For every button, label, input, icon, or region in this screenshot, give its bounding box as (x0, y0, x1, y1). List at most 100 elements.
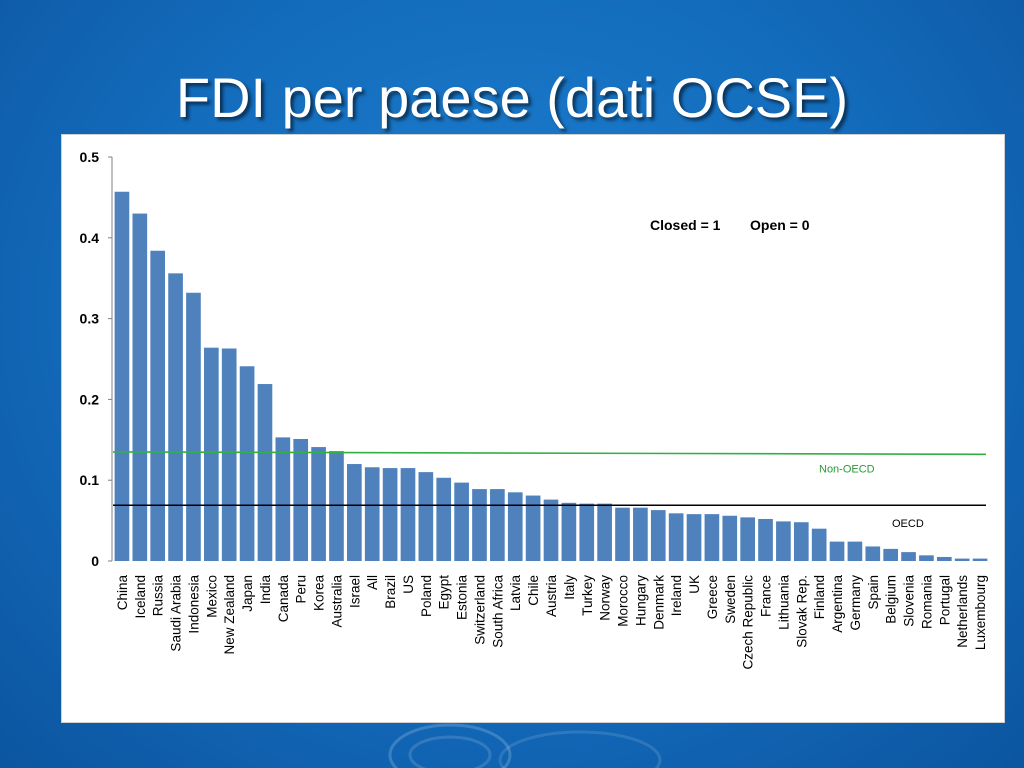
bar-lithuania (776, 521, 791, 561)
bar-japan (239, 366, 255, 561)
bar-korea (311, 447, 326, 561)
non-oecd-line (112, 451, 987, 456)
y-tick-label: 0.3 (80, 311, 100, 327)
y-tick-label: 0.1 (80, 472, 100, 488)
x-tick-label: Egypt (437, 575, 452, 610)
bar-hungary (633, 507, 648, 561)
x-tick-label: Indonesia (186, 575, 201, 634)
bar-south-africa (490, 489, 505, 561)
bar-canada (275, 437, 291, 561)
fdi-bar-chart: 0 0.1 0.2 0.3 0.4 0.5 Non-OECD OECD China Icela… (80, 149, 989, 670)
x-tick-label: Netherlands (955, 575, 970, 648)
bar-switzerland (472, 489, 487, 561)
bar-romania (919, 555, 934, 561)
bar-czech-republic (740, 517, 755, 561)
bar-all (364, 467, 380, 561)
bars (114, 191, 988, 562)
bar-greece (704, 514, 720, 561)
background-swirl-decoration (388, 723, 662, 768)
x-tick-label: Switzerland (472, 575, 487, 645)
x-tick-label: US (401, 575, 416, 594)
x-tick-label: New Zealand (222, 575, 237, 655)
bar-estonia (454, 482, 469, 561)
x-tick-label: Finland (812, 575, 827, 619)
bar-slovenia (901, 552, 916, 561)
bar-sweden (722, 515, 738, 561)
non-oecd-label: Non-OECD (819, 463, 875, 475)
bar-germany (847, 541, 863, 561)
x-tick-label: Iceland (133, 575, 148, 619)
x-tick-label: Ireland (669, 575, 684, 616)
x-tick-label: Australia (329, 575, 344, 628)
annotation-closed: Closed = 1 (650, 217, 721, 233)
bar-slovak-rep (793, 522, 809, 561)
x-tick-label: Slovenia (902, 575, 917, 627)
bar-morocco (615, 507, 630, 561)
y-tick-label: 0.2 (80, 391, 100, 407)
x-tick-label: India (258, 575, 273, 605)
x-tick-label: Luxembourg (973, 575, 988, 650)
bar-new-zealand (221, 348, 237, 561)
x-tick-label: Poland (419, 575, 434, 617)
x-tick-label: Saudi Arabia (169, 575, 184, 652)
x-tick-label: Greece (705, 575, 720, 619)
x-tick-label: Austria (544, 575, 559, 618)
bar-chile (525, 495, 541, 561)
bar-france (758, 518, 773, 561)
y-tick-label: 0 (91, 553, 99, 569)
x-tick-label: Czech Republic (741, 575, 756, 670)
bar-indonesia (186, 292, 201, 561)
x-tick-label: All (365, 575, 380, 590)
x-tick-label: Israel (347, 575, 362, 608)
x-tick-label: Latvia (508, 575, 523, 612)
bar-latvia (507, 492, 523, 561)
annotation-open: Open = 0 (750, 217, 810, 233)
x-tick-label: Germany (848, 575, 863, 631)
oecd-label: OECD (892, 518, 924, 530)
y-tick-label: 0.5 (80, 149, 100, 165)
bar-china (114, 191, 130, 562)
x-tick-label: Portugal (937, 575, 952, 625)
reference-lines: Non-OECD OECD (112, 451, 987, 530)
x-tick-label: Canada (276, 575, 291, 623)
bar-portugal (936, 556, 952, 561)
bar-finland (811, 528, 827, 561)
x-tick-label: Mexico (204, 575, 219, 618)
bar-luxembourg (972, 558, 988, 561)
x-tick-label: Denmark (651, 575, 666, 630)
x-tick-label: Spain (866, 575, 881, 610)
bar-austria (543, 499, 559, 561)
x-tick-label: Slovak Rep. (794, 575, 809, 648)
x-tick-label: South Africa (490, 575, 505, 648)
x-tick-label: Japan (240, 575, 255, 612)
x-tick-label: Romania (919, 575, 934, 630)
bar-uk (686, 514, 702, 561)
x-tick-label: Peru (294, 575, 309, 604)
x-tick-label: Argentina (830, 575, 845, 633)
x-tick-label: Norway (598, 575, 613, 621)
x-tick-label: Brazil (383, 575, 398, 609)
bar-italy (561, 502, 577, 561)
chart-panel: 0 0.1 0.2 0.3 0.4 0.5 Non-OECD OECD China Icela… (61, 134, 1005, 723)
bar-mexico (204, 347, 219, 561)
slide-title: FDI per paese (dati OCSE) (175, 66, 849, 129)
x-tick-label: Italy (562, 575, 577, 600)
bar-peru (293, 438, 309, 561)
bar-poland (418, 472, 434, 561)
bar-spain (865, 546, 881, 561)
bar-israel (347, 464, 362, 561)
x-axis-labels: China Iceland Russia Saudi Arabia Indonesia M… (115, 575, 988, 670)
bar-us (400, 468, 416, 561)
bar-argentina (829, 541, 845, 561)
bar-belgium (883, 548, 898, 561)
x-tick-label: Hungary (633, 575, 648, 626)
bar-russia (150, 250, 166, 561)
x-tick-label: China (115, 575, 130, 611)
x-tick-label: Belgium (884, 575, 899, 624)
x-tick-label: Sweden (723, 575, 738, 624)
bar-netherlands (954, 558, 970, 561)
x-tick-label: UK (687, 575, 702, 594)
x-tick-label: Morocco (616, 575, 631, 627)
bar-turkey (579, 503, 595, 561)
bar-egypt (436, 477, 452, 561)
